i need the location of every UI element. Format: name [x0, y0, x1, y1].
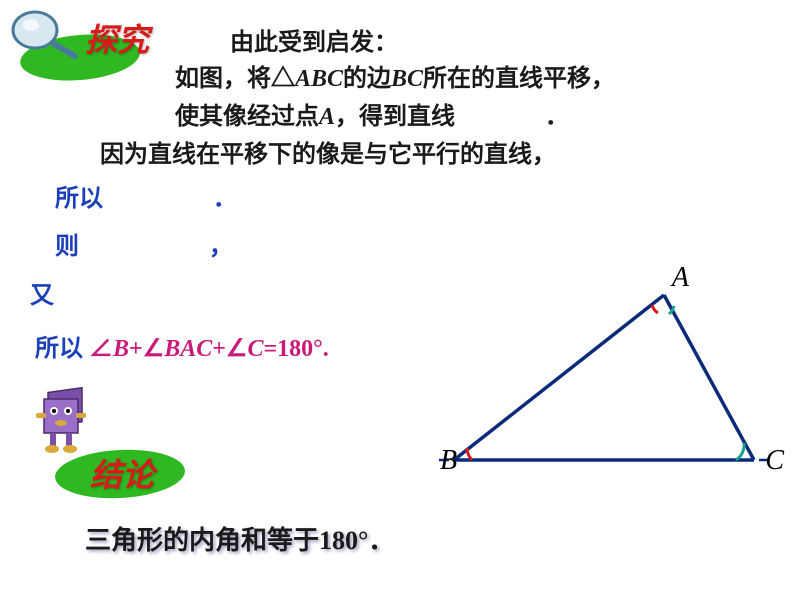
vertex-b: B: [440, 445, 457, 477]
l8a: 所以: [35, 336, 83, 362]
line-5: 所以 ．: [55, 178, 237, 213]
line-6: 则，: [55, 226, 233, 261]
line-2: 如图，将△ABC的边BC所在的直线平移，: [175, 58, 615, 93]
l8c: B: [113, 336, 129, 362]
cube-character-icon: [30, 385, 100, 455]
l3a: 使其像经过点: [175, 104, 319, 130]
l2e: 所在的直线平移，: [423, 66, 615, 92]
conclusion-text: 三角形的内角和等于180°．: [85, 520, 394, 557]
l5: 所以: [55, 186, 103, 212]
magnifier-icon: [5, 5, 95, 65]
l3d: ．: [545, 104, 569, 130]
triangle-diagram: [434, 270, 774, 490]
l8e: BAC: [164, 336, 212, 362]
l6: 则: [55, 234, 79, 260]
l3c: ，得到直线: [335, 104, 455, 130]
l8g: C: [247, 336, 263, 362]
l8h: =180°.: [263, 336, 328, 362]
conclusion-label: 结论: [90, 450, 154, 496]
l8b: ∠: [89, 336, 113, 362]
l6comma: ，: [209, 234, 233, 260]
l2a: 如图，将△: [175, 66, 295, 92]
line-1: 由此受到启发：: [230, 22, 398, 57]
l2b: ABC: [295, 66, 343, 92]
line-3: 使其像经过点A，得到直线 ．: [175, 96, 569, 131]
l2d: BC: [391, 66, 423, 92]
explore-label: 探究: [85, 15, 149, 61]
vertex-a: A: [672, 262, 689, 294]
l8f: +∠: [212, 336, 247, 362]
l2c: 的边: [343, 66, 391, 92]
vertex-c: C: [765, 445, 784, 477]
l5dot: ．: [213, 186, 237, 212]
line-8: 所以 ∠B+∠BAC+∠C=180°.: [35, 328, 329, 363]
l3b: A: [319, 104, 335, 130]
line-7: 又: [30, 275, 54, 310]
line-4: 因为直线在平移下的像是与它平行的直线，: [100, 134, 556, 169]
l8d: +∠: [129, 336, 164, 362]
